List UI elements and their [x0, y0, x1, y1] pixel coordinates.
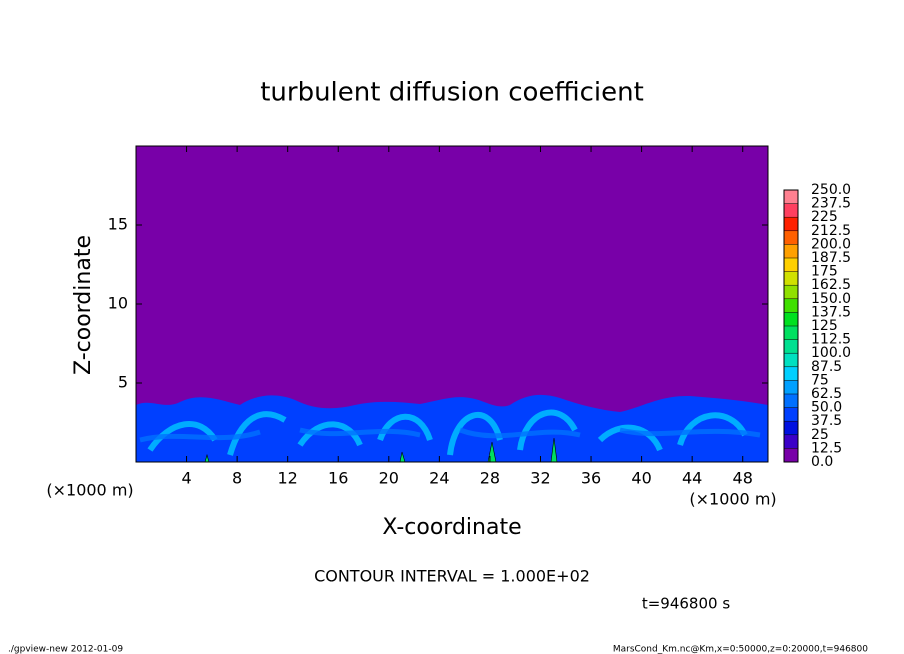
colorbar-bin: [784, 421, 798, 435]
x-tick-label: 16: [328, 469, 348, 488]
colorbar-bin: [784, 448, 798, 462]
y-tick-label: 15: [108, 215, 128, 234]
turbulent-layer: [136, 394, 768, 462]
colorbar-label: 225: [811, 209, 838, 225]
colorbar-bin: [784, 312, 798, 326]
y-axis-label: Z-coordinate: [71, 235, 96, 375]
colorbar-bin: [784, 285, 798, 299]
x-tick-label: 48: [733, 469, 753, 488]
x-axis-label: X-coordinate: [382, 515, 521, 540]
x-tick-label: 36: [581, 469, 601, 488]
colorbar-label: 62.5: [811, 386, 842, 402]
colorbar-label: 175: [811, 264, 838, 280]
colorbar-bin: [784, 407, 798, 422]
x-tick-label: 4: [181, 469, 191, 488]
colorbar-bin: [784, 298, 798, 313]
colorbar-bin: [784, 190, 798, 204]
colorbar-bin: [784, 434, 798, 449]
x-tick-label: 24: [429, 469, 449, 488]
colorbar-label: 25: [811, 427, 829, 443]
x-tick-label: 28: [480, 469, 500, 488]
x-tick-label: 44: [682, 469, 702, 488]
colorbar-bin: [784, 353, 798, 367]
colorbar-label: 200.0: [811, 236, 851, 252]
footer-right: MarsCond_Km.nc@Km,x=0:50000,z=0:20000,t=…: [613, 645, 868, 654]
colorbar-bin: [784, 230, 798, 245]
colorbar-bin: [784, 366, 798, 381]
y-unit-label: (×1000 m): [46, 481, 133, 500]
colorbar-label: 0.0: [811, 454, 833, 470]
x-tick-label: 12: [278, 469, 298, 488]
colorbar-bin: [784, 326, 798, 340]
colorbar-label: 137.5: [811, 304, 851, 320]
colorbar-bin: [784, 203, 798, 218]
x-tick-label: 8: [232, 469, 242, 488]
colorbar-label: 75: [811, 372, 829, 388]
colorbar-label: 237.5: [811, 196, 851, 212]
colorbar-bin: [784, 258, 798, 272]
colorbar-label: 112.5: [811, 332, 851, 348]
y-tick-label: 10: [108, 294, 128, 313]
chart-title: turbulent diffusion coefficient: [260, 78, 644, 108]
colorbar-bin: [784, 380, 798, 394]
colorbar-bin: [784, 217, 798, 231]
x-tick-label: 32: [530, 469, 550, 488]
colorbar-label: 12.5: [811, 440, 842, 456]
colorbar-label: 150.0: [811, 291, 851, 307]
colorbar-label: 187.5: [811, 250, 851, 266]
contour-interval: CONTOUR INTERVAL = 1.000E+02: [314, 567, 590, 586]
colorbar-bin: [784, 394, 798, 408]
x-unit-label: (×1000 m): [689, 490, 776, 509]
colorbar-label: 212.5: [811, 223, 851, 239]
colorbar-label: 162.5: [811, 277, 851, 293]
colorbar-label: 100.0: [811, 345, 851, 361]
colorbar-label: 125: [811, 318, 838, 334]
colorbar-label: 87.5: [811, 359, 842, 375]
colorbar-label: 50.0: [811, 400, 842, 416]
colorbar-bin: [784, 271, 798, 286]
y-tick-label: 5: [118, 373, 128, 392]
colorbar-label: 37.5: [811, 413, 842, 429]
time-label: t=946800 s: [642, 595, 730, 613]
colorbar-label: 250.0: [811, 182, 851, 198]
x-tick-label: 40: [631, 469, 651, 488]
colorbar-bin: [784, 339, 798, 354]
x-tick-label: 20: [379, 469, 399, 488]
colorbar-bin: [784, 244, 798, 258]
footer-left: ./gpview-new 2012-01-09: [8, 645, 123, 654]
